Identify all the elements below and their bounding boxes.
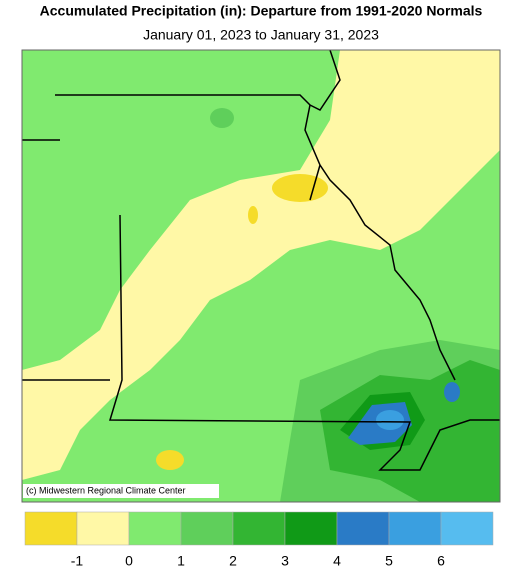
legend-tick-label: 2 (229, 553, 237, 568)
legend-swatch (232, 511, 286, 546)
legend-swatch (76, 511, 130, 546)
legend-tick-label: 0 (125, 553, 133, 568)
legend-tick-label: 4 (333, 553, 341, 568)
legend-swatch (284, 511, 338, 546)
state-borders (22, 50, 500, 471)
map: (c) Midwestern Regional Climate Center (21, 49, 501, 503)
legend-swatch (24, 511, 78, 546)
blue-region (376, 410, 404, 430)
legend-tick-label: 3 (281, 553, 289, 568)
legend-swatch (440, 511, 494, 546)
blue-region (444, 382, 460, 402)
legend-swatch (388, 511, 442, 546)
title: Accumulated Precipitation (in): Departur… (40, 3, 483, 19)
legend-swatch (336, 511, 390, 546)
very-dry-region (272, 174, 328, 202)
dry-region (360, 90, 500, 180)
subtitle: January 01, 2023 to January 31, 2023 (143, 27, 379, 43)
legend-tick-label: 1 (177, 553, 185, 568)
very-dry-region (156, 450, 184, 470)
legend-tick-label: -1 (71, 553, 84, 568)
legend: -1 0 1 2 3 4 5 6 (24, 511, 494, 568)
credit: (c) Midwestern Regional Climate Center (26, 485, 186, 495)
legend-tick-label: 6 (437, 553, 445, 568)
legend-swatch (180, 511, 234, 546)
credit-box (23, 484, 219, 498)
map-frame (21, 49, 501, 503)
legend-swatch (128, 511, 182, 546)
wet-region (210, 108, 234, 128)
very-dry-region (248, 206, 258, 224)
legend-tick-label: 5 (385, 553, 393, 568)
